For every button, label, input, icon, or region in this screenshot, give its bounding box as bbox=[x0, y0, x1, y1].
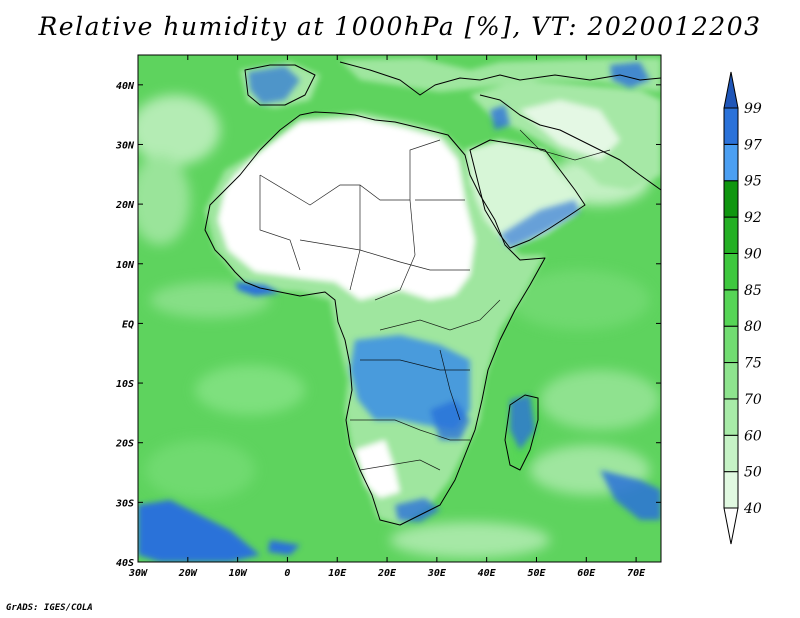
border-line bbox=[439, 349, 461, 421]
colorbar-label: 85 bbox=[744, 283, 762, 299]
longitude-ticks: 30W 20W 10W 0 10E 20E 30E 40E 50E 60E 70E bbox=[128, 55, 646, 579]
colorbar-segment bbox=[723, 143, 739, 182]
lon-tick-label: 20E bbox=[377, 568, 397, 579]
colorbar-lower-triangle bbox=[723, 507, 739, 545]
humid-core-caspian bbox=[610, 62, 650, 88]
madagascar-coastline bbox=[504, 394, 539, 471]
ocean-patch bbox=[145, 440, 255, 500]
border-line bbox=[259, 175, 301, 271]
lon-tick-label: 40E bbox=[478, 568, 497, 579]
border-line bbox=[519, 129, 611, 161]
colorbar-label: 95 bbox=[744, 174, 762, 190]
border-line bbox=[350, 419, 470, 441]
humid-core-iberia bbox=[248, 66, 300, 104]
colorbar-segment bbox=[723, 471, 739, 509]
lat-tick-label: 40N bbox=[116, 81, 135, 92]
humid-cores bbox=[138, 62, 661, 562]
map-field bbox=[138, 55, 661, 562]
humid-core-south-indian bbox=[600, 470, 661, 520]
lat-tick-label: 40S bbox=[116, 558, 134, 569]
lon-tick-label: 0 bbox=[284, 568, 290, 579]
lon-tick-label: 60E bbox=[577, 568, 596, 579]
border-line bbox=[374, 199, 416, 301]
map-title: Relative humidity at 1000hPa [%], VT: 20… bbox=[38, 12, 762, 41]
colorbar: 40 50 60 70 75 80 85 90 92 95 97 99 bbox=[723, 71, 762, 545]
asia-coastline bbox=[479, 94, 661, 191]
border-line bbox=[379, 299, 501, 331]
humid-core-malawi bbox=[430, 400, 470, 440]
humid-core-south-atlantic bbox=[138, 500, 260, 562]
colorbar-label: 80 bbox=[744, 319, 762, 335]
credit-label: GrADS: IGES/COLA bbox=[6, 603, 93, 613]
colorbar-label: 90 bbox=[744, 246, 762, 262]
latitude-ticks: 40N 30N 20N 10N EQ 10S 20S 30S 40S bbox=[115, 81, 661, 569]
ocean-patch bbox=[195, 365, 305, 415]
ocean-patch bbox=[138, 95, 220, 165]
colorbar-segment bbox=[723, 362, 739, 400]
lon-tick-label: 30W bbox=[128, 568, 148, 579]
lat-tick-label: 20S bbox=[115, 439, 134, 450]
lon-tick-label: 70E bbox=[627, 568, 646, 579]
humid-core-atlantic-small bbox=[268, 540, 300, 555]
colorbar-label: 92 bbox=[744, 210, 762, 226]
lat-tick-label: 20N bbox=[115, 200, 135, 211]
europe-coastline bbox=[339, 61, 661, 96]
border-line bbox=[259, 139, 441, 206]
lon-tick-label: 30E bbox=[427, 568, 447, 579]
colorbar-segment bbox=[723, 180, 739, 218]
colorbar-upper-triangle bbox=[723, 71, 739, 109]
colorbar-label: 40 bbox=[743, 501, 762, 517]
lat-tick-label: 30S bbox=[115, 498, 134, 509]
lon-tick-label: 10W bbox=[229, 568, 248, 579]
border-line bbox=[359, 459, 441, 471]
humid-core-arabian-coast bbox=[500, 200, 580, 248]
lon-tick-label: 50E bbox=[527, 568, 546, 579]
coastlines bbox=[204, 61, 661, 526]
colorbar-label: 75 bbox=[744, 356, 762, 372]
iran-dry-zone bbox=[520, 100, 620, 160]
colorbar-label: 70 bbox=[744, 392, 762, 408]
colorbar-segment bbox=[723, 289, 739, 327]
lat-tick-label: 30N bbox=[115, 140, 135, 151]
ocean-patch bbox=[150, 282, 270, 318]
lon-tick-label: 10E bbox=[328, 568, 347, 579]
ocean-patch bbox=[510, 270, 650, 330]
colorbar-segment bbox=[723, 252, 739, 291]
colorbar-label: 99 bbox=[744, 101, 762, 117]
sahara-dry-zone bbox=[218, 118, 475, 300]
lon-tick-label: 20W bbox=[178, 568, 198, 579]
iberia-coastline bbox=[244, 64, 316, 106]
lat-tick-label: 10S bbox=[116, 379, 134, 390]
humid-core-madagascar bbox=[510, 395, 535, 450]
ocean-patch bbox=[390, 522, 550, 558]
humid-core-guinea bbox=[235, 282, 280, 296]
colorbar-segment bbox=[723, 434, 739, 473]
border-line bbox=[299, 239, 470, 271]
lat-tick-label: 10N bbox=[116, 260, 135, 271]
map-frame bbox=[137, 54, 662, 563]
country-borders bbox=[259, 129, 611, 471]
colorbar-segment bbox=[723, 107, 739, 145]
colorbar-label: 60 bbox=[744, 428, 762, 444]
humid-core-southafrica bbox=[395, 498, 440, 522]
border-line bbox=[360, 359, 470, 371]
lat-tick-label: EQ bbox=[122, 319, 134, 330]
colorbar-label: 97 bbox=[744, 137, 762, 153]
colorbar-segment bbox=[723, 325, 739, 364]
arabia-coastline bbox=[469, 139, 586, 249]
humid-core-levant bbox=[490, 105, 510, 130]
colorbar-label: 50 bbox=[744, 465, 762, 481]
ocean-patch bbox=[138, 155, 190, 245]
africa-coastline bbox=[204, 111, 546, 526]
colorbar-segment bbox=[723, 398, 739, 436]
colorbar-segment bbox=[723, 216, 739, 254]
ocean-patch bbox=[540, 370, 660, 430]
